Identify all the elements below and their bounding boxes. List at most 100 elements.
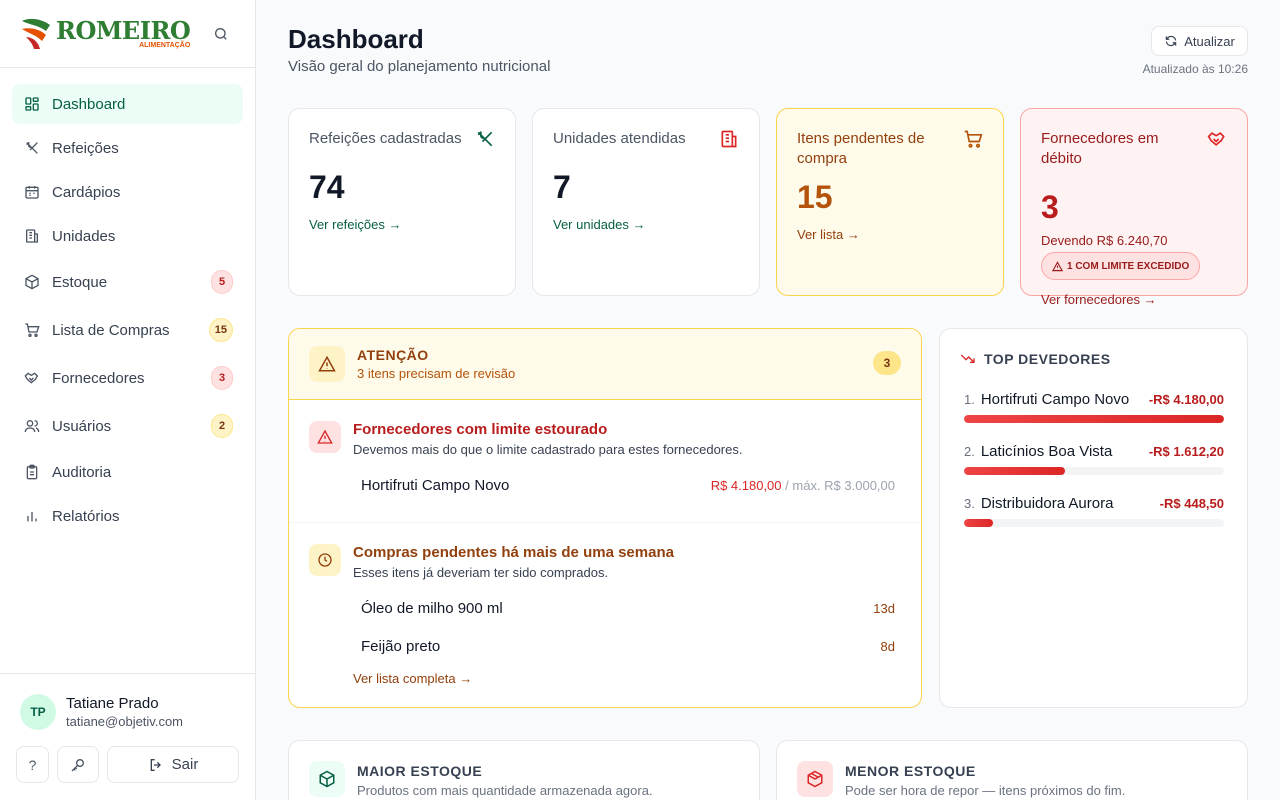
updated-time: Atualizado às 10:26 <box>1142 62 1248 76</box>
logo-row: ROMEIRO ALIMENTAÇÃO <box>0 0 255 68</box>
refresh-label: Atualizar <box>1184 33 1235 49</box>
item-age: 13d <box>873 601 895 616</box>
least-stock-card: MENOR ESTOQUE Pode ser hora de repor — i… <box>776 740 1248 800</box>
user-actions: ? Sair <box>16 746 239 783</box>
search-button[interactable] <box>211 24 231 44</box>
logo-text: ROMEIRO ALIMENTAÇÃO <box>56 18 191 49</box>
attention-count-badge: 3 <box>873 351 901 375</box>
limit-exceeded-pill: 1 COM LIMITE EXCEDIDO <box>1041 252 1201 280</box>
key-button[interactable] <box>57 746 99 783</box>
attention-title: ATENÇÃO <box>357 347 429 363</box>
warning-icon <box>1052 260 1063 271</box>
suppliers-label: Fornecedores em débito <box>1041 130 1159 167</box>
meals-link[interactable]: Ver refeições → <box>309 217 402 232</box>
item-age: 8d <box>880 639 895 654</box>
full-list-link[interactable]: Ver lista completa → <box>353 671 473 686</box>
refresh-button[interactable]: Atualizar <box>1151 26 1248 56</box>
limit-exceeded-text: 1 COM LIMITE EXCEDIDO <box>1067 260 1190 272</box>
meals-label: Refeições cadastradas <box>309 130 462 147</box>
pending-link[interactable]: Ver lista → <box>797 227 860 242</box>
user-profile[interactable]: TP Tatiane Prado tatiane@objetiv.com <box>16 694 239 730</box>
debtor-item[interactable]: 2. Laticínios Boa Vista -R$ 1.612,20 <box>964 443 1224 475</box>
sidebar-item-fornecedores[interactable]: Fornecedores 3 <box>12 356 243 400</box>
sidebar-item-lista-compras[interactable]: Lista de Compras 15 <box>12 308 243 352</box>
handshake-icon <box>1207 132 1225 146</box>
logo-tagline: ALIMENTAÇÃO <box>139 41 191 49</box>
debtor-amount: -R$ 448,50 <box>1159 496 1224 511</box>
pending-label: Itens pendentes de compra <box>797 130 925 167</box>
suppliers-card: Fornecedores em débito 3 Devendo R$ 6.24… <box>1020 108 1248 307</box>
user-email: tatiane@objetiv.com <box>66 714 184 729</box>
calendar-icon <box>24 184 40 200</box>
debtor-bar <box>964 519 993 527</box>
cart-icon <box>964 130 983 148</box>
limit-section-title: Fornecedores com limite estourado <box>353 421 608 438</box>
package-icon-box <box>309 761 345 797</box>
sidebar-item-cardapios[interactable]: Cardápios <box>12 172 243 212</box>
package-open-icon-box <box>797 761 833 797</box>
most-stock-subtitle: Produtos com mais quantidade armazenada … <box>357 783 653 798</box>
supplier-limit: / máx. R$ 3.000,00 <box>785 478 895 493</box>
dashboard-icon <box>24 96 40 112</box>
cart-icon <box>24 322 40 338</box>
usuarios-badge: 2 <box>211 414 233 438</box>
help-button[interactable]: ? <box>16 746 49 783</box>
search-icon <box>215 28 227 40</box>
list-item[interactable]: Hortifruti Campo Novo R$ 4.180,00 / máx.… <box>361 477 895 494</box>
sidebar-item-auditoria[interactable]: Auditoria <box>12 452 243 492</box>
sidebar-item-unidades[interactable]: Unidades <box>12 216 243 256</box>
meals-card: Refeições cadastradas 74 Ver refeições → <box>288 108 516 296</box>
bar-chart-icon <box>24 508 40 524</box>
logo-icon <box>22 18 50 49</box>
debtor-amount: -R$ 4.180,00 <box>1148 392 1224 407</box>
suppliers-link[interactable]: Ver fornecedores → <box>1041 292 1157 307</box>
estoque-badge: 5 <box>211 270 233 294</box>
sidebar-item-label: Fornecedores <box>52 369 145 387</box>
sidebar-item-label: Refeições <box>52 139 119 157</box>
sidebar-item-relatorios[interactable]: Relatórios <box>12 496 243 536</box>
debtor-item[interactable]: 1. Hortifruti Campo Novo -R$ 4.180,00 <box>964 391 1224 423</box>
sidebar-item-dashboard[interactable]: Dashboard <box>12 84 243 124</box>
debtor-rank: 2. <box>964 444 975 459</box>
logout-label: Sair <box>171 756 199 773</box>
sidebar-item-usuarios[interactable]: Usuários 2 <box>12 404 243 448</box>
section-divider <box>289 522 921 523</box>
most-stock-card: MAIOR ESTOQUE Produtos com mais quantida… <box>288 740 760 800</box>
logout-icon <box>150 758 161 771</box>
fornecedores-badge: 3 <box>211 366 233 390</box>
clock-icon <box>318 553 332 567</box>
pending-section-title: Compras pendentes há mais de uma semana <box>353 544 674 561</box>
debtor-amount: -R$ 1.612,20 <box>1148 444 1224 459</box>
alert-icon-box <box>309 421 341 453</box>
page-title: Dashboard <box>288 24 424 54</box>
sidebar-item-label: Unidades <box>52 227 116 245</box>
main-content: Dashboard Visão geral do planejamento nu… <box>256 0 1280 800</box>
debtor-bar <box>964 415 1224 423</box>
units-value: 7 <box>553 169 571 205</box>
item-name: Feijão preto <box>361 638 441 655</box>
debtor-bar-track <box>964 415 1224 423</box>
debtor-name: Laticínios Boa Vista <box>980 443 1113 460</box>
debtor-name: Distribuidora Aurora <box>980 495 1114 512</box>
page-subtitle: Visão geral do planejamento nutricional <box>288 58 551 75</box>
sidebar-item-label: Usuários <box>52 417 112 435</box>
least-stock-title: MENOR ESTOQUE <box>845 763 976 779</box>
attention-subtitle: 3 itens precisam de revisão <box>357 366 516 381</box>
top-debtors-title: TOP DEVEDORES <box>984 351 1111 367</box>
debtor-item[interactable]: 3. Distribuidora Aurora -R$ 448,50 <box>964 495 1224 527</box>
debtor-bar <box>964 467 1066 475</box>
sidebar-item-estoque[interactable]: Estoque 5 <box>12 260 243 304</box>
list-item[interactable]: Óleo de milho 900 ml 13d <box>361 600 895 617</box>
list-item[interactable]: Feijão preto 8d <box>361 638 895 655</box>
debtor-name: Hortifruti Campo Novo <box>980 391 1130 408</box>
utensils-icon <box>477 131 493 147</box>
attention-header: ATENÇÃO 3 itens precisam de revisão 3 <box>289 329 921 400</box>
logout-button[interactable]: Sair <box>107 746 239 783</box>
pending-value: 15 <box>797 179 833 215</box>
suppliers-value: 3 <box>1041 189 1059 225</box>
sidebar-item-label: Dashboard <box>52 95 126 113</box>
pending-section-desc: Esses itens já deveriam ter sido comprad… <box>353 565 609 580</box>
attention-panel: ATENÇÃO 3 itens precisam de revisão 3 Fo… <box>288 328 922 708</box>
sidebar-item-refeicoes[interactable]: Refeições <box>12 128 243 168</box>
units-link[interactable]: Ver unidades → <box>553 217 646 232</box>
